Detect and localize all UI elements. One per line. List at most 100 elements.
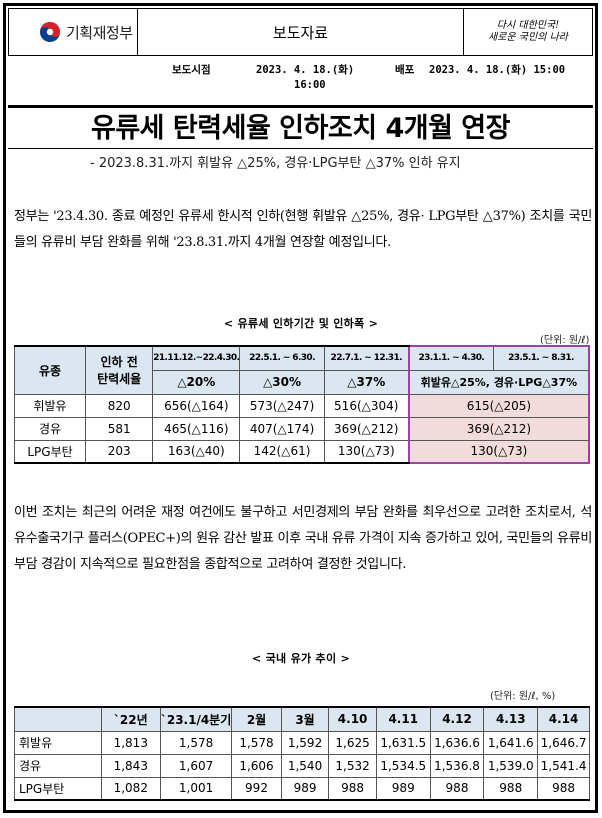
table2-caption: < 국내 유가 추이 >	[251, 652, 351, 665]
tax-cut-table: 유종 인하 전 탄력세율 21.11.12.~22.4.30. 22.5.1. …	[13, 345, 591, 464]
period-cell: 130(△73)	[407, 439, 591, 464]
table1-unit: (단위: 원/ℓ)	[540, 335, 590, 346]
release-label: 배포	[395, 64, 415, 76]
column-header: 4.14	[537, 706, 590, 732]
fuel-cell: LPG부탄	[14, 776, 102, 801]
price-cell: 988	[429, 776, 485, 801]
price-cell: 1,082	[100, 776, 161, 801]
period-3: 22.7.1. ~ 12.31.	[323, 345, 410, 371]
before-cell: 820	[85, 393, 154, 418]
embargo-value-1: 2023. 4. 18.(화)	[256, 64, 355, 76]
col-fuel: 유종	[13, 345, 87, 395]
column-header: `22년	[100, 706, 161, 732]
period-5: 23.5.1. ~ 8.31.	[492, 345, 590, 371]
embargo-label: 보도시점	[172, 64, 211, 76]
period-cell: 369(△212)	[323, 416, 410, 441]
price-cell: 1,607	[159, 753, 233, 778]
price-cell: 992	[231, 776, 282, 801]
table-row: LPG부탄 1,082 1,001 992 989 988 989 988 98…	[14, 776, 590, 801]
page-border	[3, 3, 598, 813]
price-cell: 989	[375, 776, 431, 801]
embargo-value-2: 16:00	[294, 79, 326, 91]
document-header: 기획재정부 보도자료 다시 대한민국! 새로운 국민의 나라	[8, 8, 593, 56]
table2-unit: (단위: 원/ℓ, %)	[490, 691, 556, 702]
price-cell: 1,534.5	[375, 753, 431, 778]
column-header: 4.10	[328, 706, 377, 732]
price-cell: 1,843	[100, 753, 161, 778]
table-header-row: `22년 `23.1/4분기 2월 3월 4.10 4.11 4.12 4.13…	[14, 706, 590, 732]
price-cell: 1,646.7	[537, 730, 590, 755]
price-cell: 1,001	[159, 776, 233, 801]
fuel-cell: 경유	[13, 416, 87, 441]
slogan-line-2: 새로운 국민의 나라	[488, 32, 568, 43]
price-cell: 1,813	[100, 730, 161, 755]
column-header: 4.11	[375, 706, 431, 732]
subtitle: - 2023.8.31.까지 휘발유 △25%, 경유·LPG부탄 △37% 인…	[90, 156, 461, 171]
paragraph-1: 정부는 '23.4.30. 종료 예정인 유류세 한시적 인하(현행 휘발유 △…	[14, 209, 592, 250]
col-before-line-1: 인하 전	[100, 355, 138, 370]
paragraph-2: 이번 조치는 최근의 어려운 재정 여건에도 불구하고 서민경제의 부담 완화를…	[14, 505, 592, 572]
price-cell: 1,532	[328, 753, 377, 778]
period-cell: 407(△174)	[239, 416, 325, 441]
release-value: 2023. 4. 18.(화) 15:00	[429, 64, 566, 76]
column-header: 2월	[231, 706, 282, 732]
rate-2: △30%	[239, 369, 325, 395]
slogan-line-1: 다시 대한민국!	[496, 20, 560, 31]
period-cell: 615(△205)	[407, 393, 591, 418]
table-row: 휘발유 1,813 1,578 1,578 1,592 1,625 1,631.…	[14, 730, 590, 755]
rate-1: △20%	[152, 369, 241, 395]
oil-price-table: `22년 `23.1/4분기 2월 3월 4.10 4.11 4.12 4.13…	[14, 706, 590, 801]
price-cell: 1,536.8	[429, 753, 485, 778]
price-cell: 1,592	[280, 730, 330, 755]
main-title: 유류세 탄력세율 인하조치 4개월 연장	[8, 105, 593, 149]
table-row: LPG부탄 203 163(△40) 142(△61) 130(△73) 130…	[13, 439, 591, 464]
period-2: 22.5.1. ~ 6.30.	[239, 345, 325, 371]
table1-caption: < 유류세 인하기간 및 인하폭 >	[223, 317, 379, 330]
fuel-cell: LPG부탄	[13, 439, 87, 464]
price-cell: 988	[483, 776, 539, 801]
column-header	[14, 706, 102, 732]
price-cell: 1,539.0	[483, 753, 539, 778]
period-4: 23.1.1. ~ 4.30.	[407, 345, 494, 371]
col-before: 인하 전 탄력세율	[85, 345, 154, 395]
period-cell: 656(△164)	[152, 393, 241, 418]
taeguk-emblem-icon	[40, 22, 60, 42]
price-cell: 1,541.4	[537, 753, 590, 778]
price-cell: 1,641.6	[483, 730, 539, 755]
period-cell: 142(△61)	[239, 439, 325, 464]
price-cell: 1,625	[328, 730, 377, 755]
price-cell: 1,631.5	[375, 730, 431, 755]
slogan: 다시 대한민국! 새로운 국민의 나라	[464, 9, 592, 55]
price-cell: 988	[537, 776, 590, 801]
column-header: `23.1/4분기	[159, 706, 233, 732]
price-cell: 1,578	[231, 730, 282, 755]
period-cell: 465(△116)	[152, 416, 241, 441]
period-cell: 130(△73)	[323, 439, 410, 464]
period-cell: 163(△40)	[152, 439, 241, 464]
period-cell: 573(△247)	[239, 393, 325, 418]
column-header: 3월	[280, 706, 330, 732]
period-cell: 369(△212)	[407, 416, 591, 441]
column-header: 4.12	[429, 706, 485, 732]
fuel-cell: 휘발유	[13, 393, 87, 418]
period-cell: 516(△304)	[323, 393, 410, 418]
col-before-line-2: 탄력세율	[97, 372, 142, 387]
period-1: 21.11.12.~22.4.30.	[152, 345, 241, 371]
table-row: 경유 1,843 1,607 1,606 1,540 1,532 1,534.5…	[14, 753, 590, 778]
ministry-name: 기획재정부	[66, 24, 133, 42]
before-cell: 203	[85, 439, 154, 464]
column-header: 4.13	[483, 706, 539, 732]
before-cell: 581	[85, 416, 154, 441]
price-cell: 1,606	[231, 753, 282, 778]
table-row: 휘발유 820 656(△164) 573(△247) 516(△304) 61…	[13, 393, 591, 418]
rate-3: △37%	[323, 369, 410, 395]
fuel-cell: 경유	[14, 753, 102, 778]
rate-4: 휘발유△25%, 경유·LPG△37%	[407, 369, 591, 395]
table-row: 경유 581 465(△116) 407(△174) 369(△212) 369…	[13, 416, 591, 441]
price-cell: 988	[328, 776, 377, 801]
doc-type: 보도자료	[137, 9, 464, 55]
fuel-cell: 휘발유	[14, 730, 102, 755]
price-cell: 1,636.6	[429, 730, 485, 755]
price-cell: 989	[280, 776, 330, 801]
